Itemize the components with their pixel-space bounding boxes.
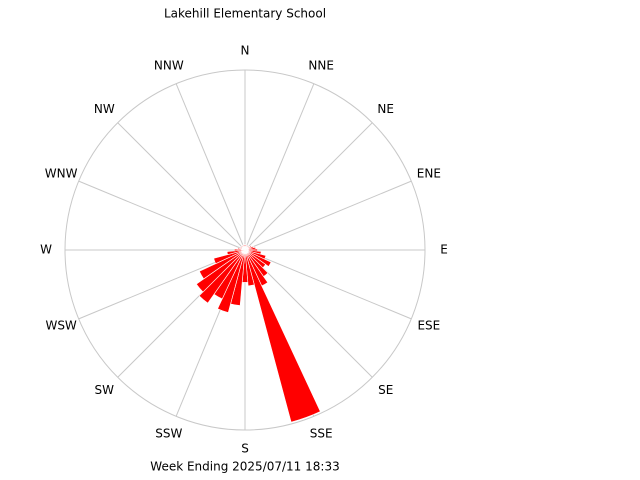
spoke	[117, 122, 246, 251]
spoke	[175, 83, 246, 251]
direction-label: E	[440, 243, 448, 257]
wind-wedge	[198, 249, 246, 280]
spoke	[244, 122, 373, 251]
direction-label: WNW	[45, 166, 78, 180]
wind-wedge	[244, 249, 321, 423]
direction-label: ENE	[417, 166, 441, 180]
spoke	[78, 180, 246, 251]
wind-wedge	[198, 249, 246, 304]
direction-label: W	[40, 243, 52, 257]
spoke	[244, 249, 412, 320]
direction-label: NNW	[154, 59, 184, 73]
spoke	[244, 180, 412, 251]
direction-label: SSW	[155, 426, 182, 440]
chart-title: Lakehill Elementary School	[164, 7, 326, 21]
direction-label: SW	[95, 383, 115, 397]
wind-wedge	[226, 249, 246, 256]
wind-wedge	[195, 249, 246, 293]
direction-label: WSW	[45, 319, 76, 333]
direction-label: S	[241, 442, 249, 456]
direction-label: ESE	[417, 319, 440, 333]
direction-label: NW	[94, 102, 115, 116]
direction-label: NNE	[308, 59, 334, 73]
chart-subtitle: Week Ending 2025/07/11 18:33	[150, 460, 339, 474]
wind-wedge	[244, 249, 255, 287]
wind-wedge	[217, 249, 246, 313]
spoke	[244, 83, 315, 251]
wind-wedge	[244, 249, 272, 267]
wind-wedge	[213, 249, 246, 265]
direction-label: SSE	[310, 426, 333, 440]
direction-label: N	[241, 44, 250, 58]
wind-wedge	[233, 248, 246, 252]
direction-label: SE	[378, 383, 393, 397]
wind-wedge	[243, 244, 246, 251]
direction-label: NE	[377, 102, 394, 116]
